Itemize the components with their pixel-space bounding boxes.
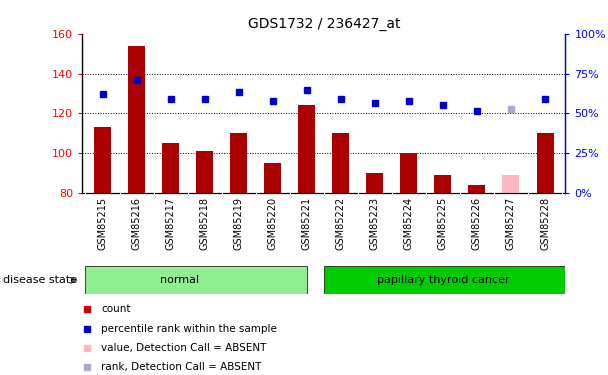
Text: GSM85216: GSM85216 [131, 197, 142, 250]
Text: disease state: disease state [3, 275, 77, 285]
Text: GSM85222: GSM85222 [336, 197, 346, 250]
Title: GDS1732 / 236427_at: GDS1732 / 236427_at [247, 17, 400, 32]
Bar [332, 134, 349, 193]
Text: GSM85224: GSM85224 [404, 197, 414, 250]
Bar [264, 163, 282, 193]
Bar [323, 266, 579, 294]
Text: GSM85228: GSM85228 [540, 197, 550, 250]
Bar [434, 175, 451, 193]
Text: GSM85225: GSM85225 [438, 197, 448, 250]
Text: GSM85219: GSM85219 [233, 197, 244, 250]
Text: GSM85226: GSM85226 [472, 197, 482, 250]
Text: papillary thyroid cancer: papillary thyroid cancer [376, 275, 510, 285]
Text: GSM85218: GSM85218 [199, 197, 210, 250]
Bar [196, 151, 213, 193]
Bar [468, 185, 485, 193]
Text: percentile rank within the sample: percentile rank within the sample [102, 324, 277, 334]
Bar [94, 128, 111, 193]
Text: value, Detection Call = ABSENT: value, Detection Call = ABSENT [102, 343, 267, 353]
Bar [536, 134, 553, 193]
Text: GSM85227: GSM85227 [506, 197, 516, 250]
Text: rank, Detection Call = ABSENT: rank, Detection Call = ABSENT [102, 362, 262, 372]
Bar [502, 175, 519, 193]
Bar [128, 46, 145, 193]
Bar [400, 153, 417, 193]
Text: GSM85223: GSM85223 [370, 197, 380, 250]
Bar [366, 173, 383, 193]
Text: GSM85220: GSM85220 [268, 197, 278, 250]
Bar [162, 143, 179, 193]
Text: GSM85217: GSM85217 [165, 197, 176, 250]
Bar [86, 266, 307, 294]
Text: count: count [102, 304, 131, 314]
Text: GSM85221: GSM85221 [302, 197, 312, 250]
Bar [230, 134, 247, 193]
Text: normal: normal [159, 275, 199, 285]
Bar [299, 105, 316, 193]
Text: GSM85215: GSM85215 [97, 197, 108, 250]
